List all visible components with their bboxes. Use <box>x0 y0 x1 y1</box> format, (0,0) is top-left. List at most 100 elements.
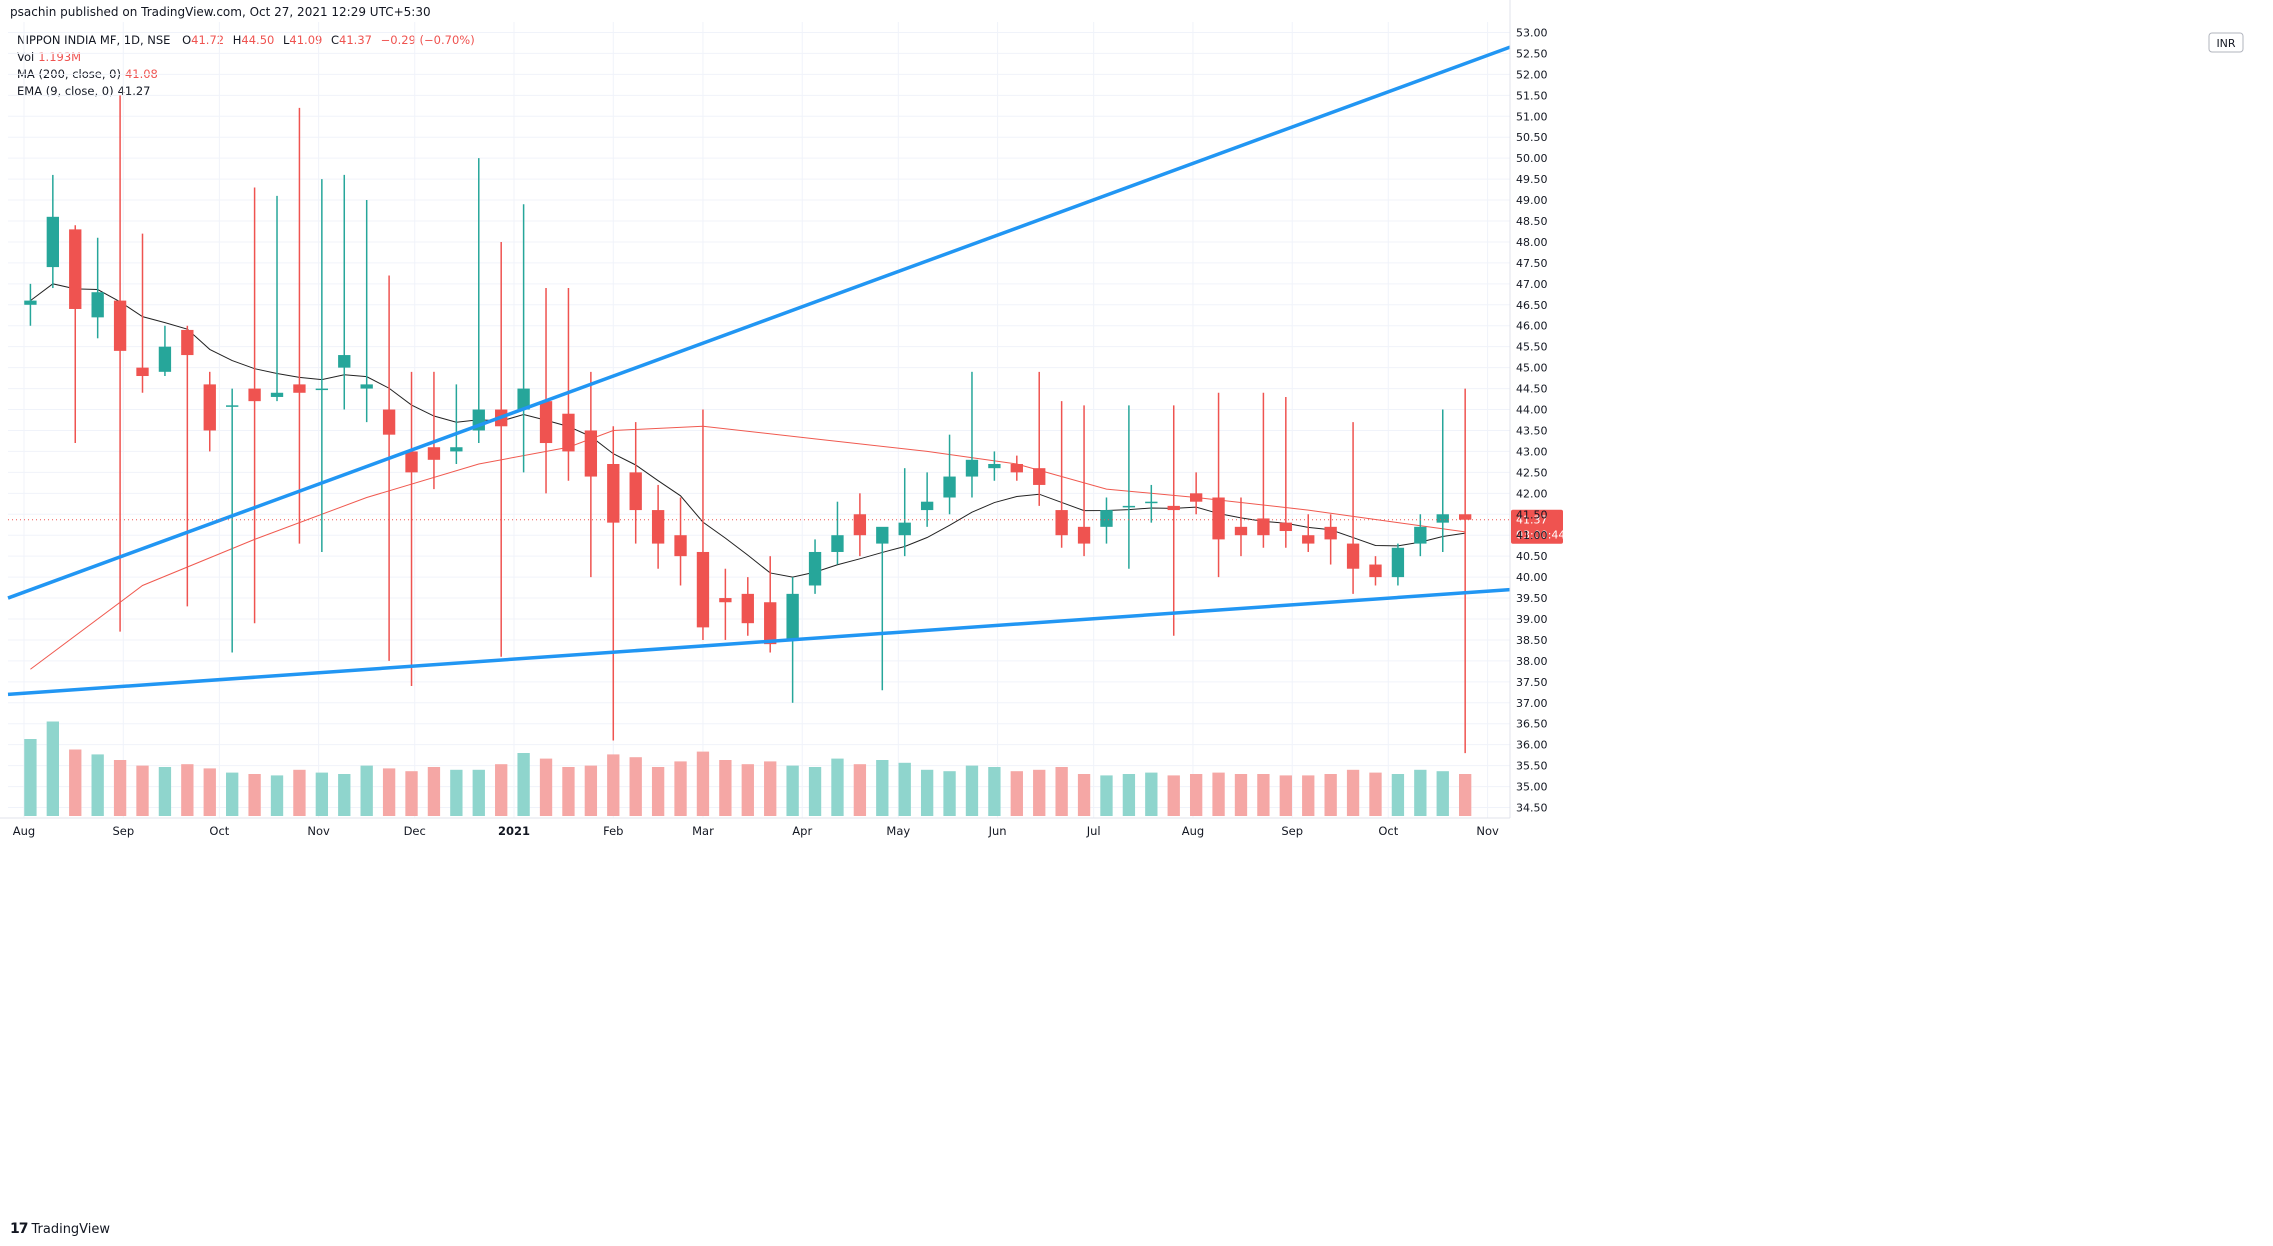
price-tick-label: 48.00 <box>1516 236 1548 249</box>
volume-bar <box>1212 772 1225 816</box>
currency-badge-text: INR <box>2216 37 2235 50</box>
candle-body <box>113 300 127 351</box>
candle-body <box>136 367 149 377</box>
candle-body <box>91 292 104 318</box>
volume-bar <box>651 767 665 816</box>
candle-body <box>539 401 553 444</box>
candle-body <box>741 593 754 624</box>
candle-body <box>988 463 1001 469</box>
volume-bar <box>1391 774 1405 816</box>
candle-body <box>965 459 979 477</box>
last-price-line: 41.37 03:00:44 <box>8 509 1565 544</box>
price-axis[interactable]: 34.50 35.00 35.50 36.00 36.50 37.00 37.50 38.00… <box>1509 0 1548 818</box>
volume-bar <box>786 765 799 816</box>
volume-bar <box>91 754 104 816</box>
time-tick-label: May <box>886 824 910 838</box>
time-tick-label: Mar <box>692 824 714 838</box>
ema-9-line <box>30 283 1466 578</box>
volume-bar <box>1100 775 1113 816</box>
volume-bar <box>539 758 553 816</box>
volume-bar <box>1189 774 1203 816</box>
volume-bar <box>405 771 418 816</box>
candle-body <box>898 522 911 536</box>
low-label: L <box>283 33 290 47</box>
time-tick-label: Sep <box>1281 824 1303 838</box>
publisher-text: psachin published on TradingView.com, Oc… <box>10 5 431 19</box>
volume-bar <box>562 767 575 816</box>
candle-body <box>562 413 575 452</box>
volume-bar <box>136 765 149 816</box>
currency-badge-box[interactable] <box>2208 32 2244 53</box>
candle-body <box>293 384 306 393</box>
price-tick-label: 42.00 <box>1516 487 1548 500</box>
volume-bar <box>495 764 508 816</box>
price-tick-label: 45.50 <box>1516 341 1548 354</box>
candle-body <box>943 476 956 498</box>
candle-body <box>270 392 284 397</box>
candle-body <box>786 593 799 640</box>
volume-bar <box>674 761 687 816</box>
candle-body <box>674 535 687 557</box>
time-axis[interactable]: Aug Sep Oct Nov Dec 2021 Feb Mar Apr May Jun Jul Aug… <box>0 817 1510 838</box>
currency-badge[interactable]: INR <box>2208 32 2244 53</box>
volume-bar <box>965 765 979 816</box>
price-tick-label: 43.50 <box>1516 424 1548 437</box>
volume-bar <box>808 767 822 816</box>
price-tick-label: 49.50 <box>1516 173 1548 186</box>
upper-trendline <box>7 45 1511 600</box>
change-value: −0.29 (−0.70%) <box>380 33 475 47</box>
volume-bar <box>898 762 911 816</box>
price-tick-label: 44.00 <box>1516 404 1548 417</box>
price-tick-label: 36.00 <box>1516 739 1548 752</box>
volume-bar <box>1346 769 1360 816</box>
price-tag: 41.37 03:00:44 <box>1511 509 1565 544</box>
candle-body <box>1436 514 1449 523</box>
price-tick-label: 50.50 <box>1516 131 1548 144</box>
candle-body <box>1279 522 1292 532</box>
close-value: 41.37 <box>339 33 372 47</box>
volume-bar <box>584 765 598 816</box>
low-value: 41.09 <box>289 33 323 47</box>
tradingview-branding: 17 TradingView <box>10 1220 110 1239</box>
tradingview-logo-icon: 17 <box>10 1221 29 1237</box>
price-tick-label: 37.50 <box>1516 676 1548 689</box>
candle-body <box>158 346 172 372</box>
time-tick-label: Dec <box>404 824 426 838</box>
volume-bar <box>1055 767 1068 816</box>
candle-body <box>1458 514 1472 520</box>
volume-bar <box>1077 774 1091 816</box>
candle-body <box>1414 526 1427 544</box>
candles <box>24 95 1472 754</box>
candle-body <box>1189 493 1203 502</box>
volume-bar <box>270 775 284 816</box>
volume-bar <box>607 754 620 816</box>
price-tag-box <box>1511 509 1563 544</box>
time-tick-label: Sep <box>112 824 134 838</box>
price-tick-label: 42.50 <box>1516 466 1548 479</box>
price-tick-label: 49.00 <box>1516 194 1548 207</box>
candle-body <box>696 551 710 628</box>
ema-value: 41.27 <box>117 84 151 98</box>
price-tick-label: 47.50 <box>1516 257 1548 270</box>
candle-body <box>181 329 194 356</box>
price-tick-label: 51.50 <box>1516 89 1548 102</box>
price-tick-label: 52.00 <box>1516 68 1548 81</box>
time-tick-label: Oct <box>209 824 229 838</box>
volume-bar <box>427 767 441 816</box>
time-tick-label: Jun <box>988 824 1007 838</box>
high-label: H <box>232 33 242 47</box>
price-tick-label: 38.00 <box>1516 655 1548 668</box>
candle-body <box>405 451 418 473</box>
candle-body <box>853 514 867 536</box>
candle-body <box>315 388 329 391</box>
volume-bar <box>24 739 37 816</box>
volume-bar <box>696 751 710 816</box>
trendlines[interactable] <box>7 45 1511 697</box>
volume-bar <box>1436 771 1449 816</box>
price-tick-label: 36.50 <box>1516 718 1548 731</box>
candle-body <box>1077 526 1091 544</box>
price-tick-label: 51.00 <box>1516 110 1548 123</box>
price-tick-label: 43.00 <box>1516 445 1548 458</box>
volume-bar <box>293 769 306 816</box>
